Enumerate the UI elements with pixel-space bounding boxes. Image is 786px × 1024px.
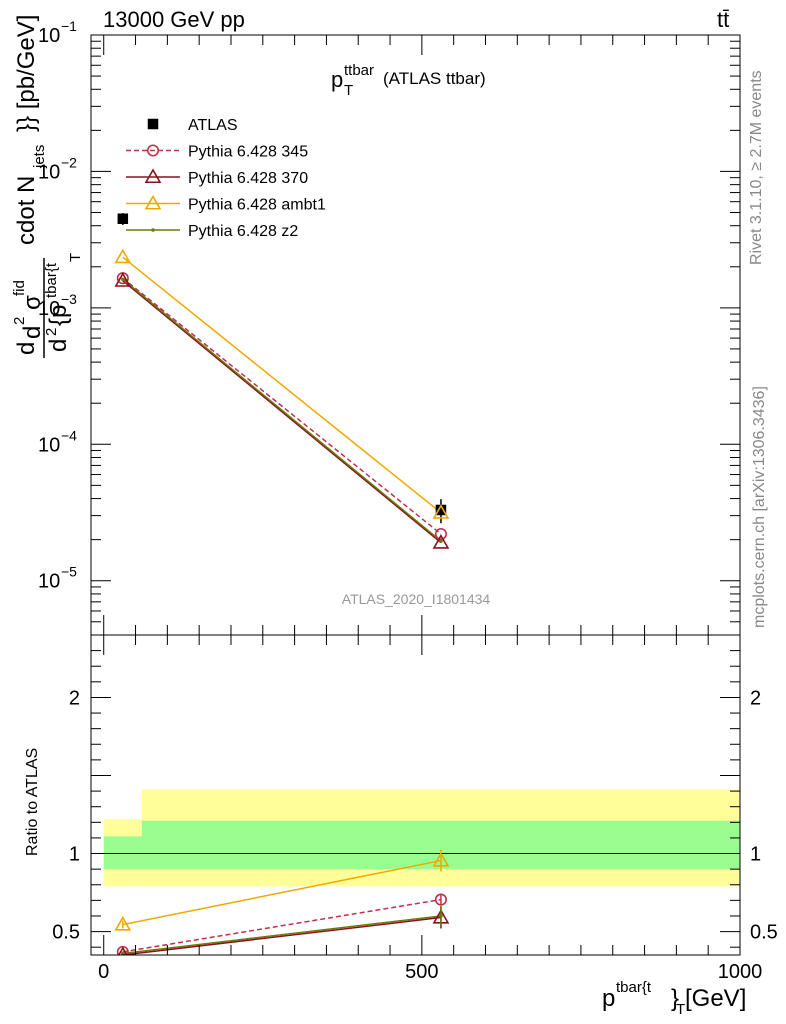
ratio-series-line: [122, 915, 442, 955]
svg-text:{p: {p: [45, 305, 72, 326]
energy-label: 13000 GeV pp: [103, 7, 245, 32]
svg-text:d: d: [45, 339, 72, 352]
chart-title: p T ttbar (ATLAS ttbar): [331, 62, 486, 99]
svg-text:−4: −4: [61, 427, 77, 443]
legend-entry: Pythia 6.428 ambt1: [126, 194, 326, 214]
ratio-series-line: [122, 859, 442, 926]
ratio-y-tick-label: 2: [750, 687, 761, 709]
svg-text:}} [pb/GeV]: }} [pb/GeV]: [13, 15, 40, 132]
svg-text:10: 10: [38, 25, 60, 47]
data-point: [435, 504, 447, 516]
svg-text:2: 2: [43, 328, 60, 336]
x-tick-label: 0: [98, 961, 109, 983]
ratio-panel: 0.5 0.5 1 1 2 2 0 500 1000 Ratio to ATLAS p tbar…: [24, 634, 778, 1018]
svg-text:10: 10: [38, 161, 60, 183]
legend-label: Pythia 6.428 z2: [188, 223, 298, 240]
svg-text:−2: −2: [61, 154, 77, 170]
data-point: [146, 144, 160, 157]
svg-text:jets: jets: [31, 145, 48, 169]
ratio-y-tick-label: 1: [750, 844, 761, 866]
data-point: [439, 914, 443, 918]
data-point: [151, 228, 155, 232]
data-point: [114, 248, 132, 264]
uncertainty-band-inner: [103, 836, 142, 870]
data-point: [144, 168, 162, 184]
y-tick-label: 10 −5: [38, 564, 77, 593]
series-line: [122, 278, 442, 542]
x-tick-label: 1000: [718, 961, 763, 983]
series-line: [122, 277, 442, 535]
ratio-series-line: [122, 898, 442, 953]
legend: ATLAS Pythia 6.428 345 Pythia 6.428 370 Pyt…: [126, 117, 326, 240]
legend-entry: Pythia 6.428 345: [126, 144, 308, 161]
series-line: [122, 280, 442, 544]
data-point: [439, 539, 443, 543]
svg-text:10: 10: [38, 571, 60, 593]
y-tick-label: 10 −4: [38, 427, 77, 456]
legend-label: Pythia 6.428 345: [188, 144, 308, 161]
svg-text:d: d: [13, 342, 40, 355]
data-point: [121, 951, 125, 955]
top-panel: 10−110−210−310−410−5 p T ttbar (ATLAS tt…: [11, 15, 741, 636]
data-point: [117, 946, 128, 955]
data-point: [121, 277, 125, 282]
legend-label: ATLAS: [188, 117, 238, 134]
data-point: [147, 118, 159, 130]
svg-text:T: T: [344, 82, 353, 99]
svg-text:}: }: [671, 985, 679, 1012]
ratio-series-line: [122, 916, 442, 955]
ratio-y-tick-label: 2: [69, 687, 80, 709]
data-point: [434, 893, 448, 906]
y-axis-label: d d 2 σ fid d 2 {p tbar{t T cdot N jets …: [11, 15, 84, 358]
data-point: [432, 534, 450, 549]
ratio-frame: [90, 634, 741, 956]
svg-text:p: p: [331, 67, 343, 92]
ratio-y-tick-label: 0.5: [52, 922, 80, 944]
svg-text:cdot N: cdot N: [13, 176, 40, 245]
legend-label: Pythia 6.428 370: [188, 170, 308, 187]
svg-text:−3: −3: [61, 291, 77, 307]
ratio-y-label: Ratio to ATLAS: [24, 748, 41, 856]
svg-text:−1: −1: [61, 18, 77, 34]
svg-text:T: T: [67, 253, 84, 262]
ratio-y-tick-label: 1: [69, 844, 80, 866]
ratio-y-tick-label: 0.5: [750, 922, 778, 944]
svg-text:p: p: [602, 985, 615, 1012]
data-point: [114, 272, 132, 287]
data-point: [434, 527, 448, 541]
analysis-watermark: ATLAS_2020_I1801434: [342, 591, 491, 607]
legend-label: Pythia 6.428 ambt1: [188, 197, 326, 214]
x-tick-label: 500: [405, 961, 438, 983]
legend-entry: Pythia 6.428 370: [126, 168, 308, 187]
svg-text:tbar{t: tbar{t: [616, 979, 652, 996]
svg-text:(ATLAS ttbar): (ATLAS ttbar): [383, 69, 486, 88]
legend-entry: Pythia 6.428 z2: [126, 223, 298, 240]
source-label: mcplots.cern.ch [arXiv:1306.3436]: [751, 386, 768, 628]
svg-text:10: 10: [38, 434, 60, 456]
data-point: [117, 213, 129, 224]
data-point: [144, 194, 162, 210]
svg-text:fid: fid: [11, 280, 28, 296]
data-point: [432, 851, 450, 867]
x-axis-label: p tbar{t } T [GeV]: [602, 979, 746, 1018]
process-label: tt̄: [717, 7, 729, 32]
data-point: [432, 504, 450, 519]
svg-text:2: 2: [11, 317, 28, 325]
y-tick-label: 10 −1: [38, 18, 77, 47]
svg-text:ttbar: ttbar: [344, 62, 374, 79]
legend-entry: ATLAS: [147, 117, 238, 134]
series-line: [122, 256, 442, 514]
svg-text:tbar{t: tbar{t: [43, 262, 60, 298]
svg-text:σ: σ: [19, 295, 46, 310]
svg-text:d: d: [19, 326, 46, 339]
svg-text:−5: −5: [61, 564, 77, 580]
rivet-label: Rivet 3.1.10, ≥ 2.7M events: [748, 70, 765, 265]
svg-text:[GeV]: [GeV]: [685, 985, 746, 1012]
svg-text:T: T: [676, 1001, 685, 1018]
y-tick-label: 10 −2: [38, 154, 77, 183]
data-point: [114, 915, 132, 931]
